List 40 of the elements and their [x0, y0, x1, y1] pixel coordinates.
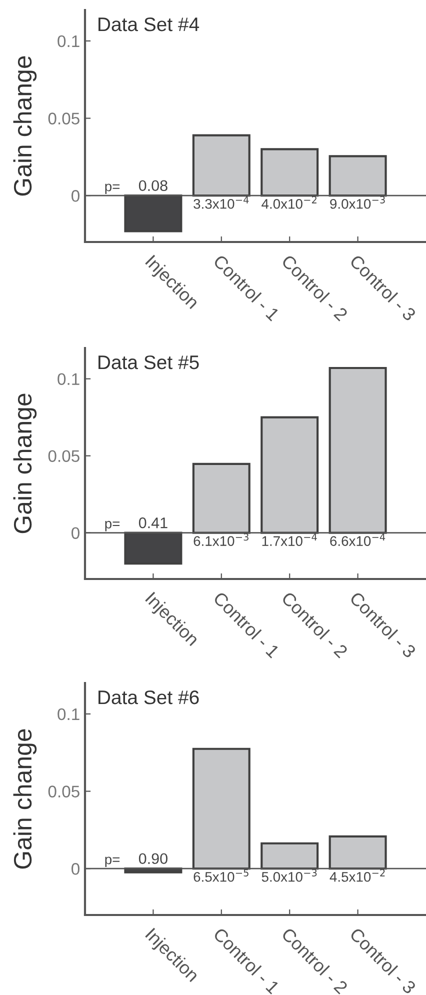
annotation: 0.90: [138, 853, 168, 864]
bar: [192, 748, 250, 870]
bar: [260, 416, 319, 534]
bar: [328, 366, 387, 534]
y-axis-title: Gain change: [13, 394, 37, 534]
y-tick-label: 0.05: [48, 786, 80, 798]
annotation: 5.0x10$^{−3}$: [262, 869, 317, 882]
annotation: 0.08: [138, 180, 168, 192]
y-tick-label: 0: [72, 190, 80, 202]
bar: [260, 842, 319, 870]
y-axis-title: Gain change: [13, 56, 37, 196]
annotation: 6.6x10$^{−4}$: [330, 533, 386, 546]
y-axis-title: Gain change: [13, 729, 37, 869]
annotation: 4.5x10$^{−2}$: [330, 869, 385, 882]
y-tick-label: 0.1: [58, 35, 80, 48]
annotation: p=: [105, 184, 120, 194]
bar: [192, 462, 250, 534]
bar: [328, 835, 387, 870]
annotation: 4.0x10$^{−2}$: [262, 196, 316, 209]
annotation: 6.1x10$^{−3}$: [194, 533, 248, 546]
annotation: 3.3x10$^{−4}$: [194, 196, 249, 209]
bar: [260, 148, 319, 197]
chart-title: Data Set #5: [98, 355, 199, 370]
y-tick-label: 0.05: [48, 112, 80, 124]
chart-title: Data Set #6: [98, 690, 199, 704]
annotation: 1.7x10$^{−4}$: [262, 533, 317, 546]
y-tick-label: 0.05: [48, 450, 80, 462]
y-tick-label: 0: [72, 527, 80, 540]
y-tick-label: 0.1: [58, 708, 80, 720]
y-tick-label: 0.1: [58, 373, 80, 386]
annotation: 9.0x10$^{−3}$: [330, 196, 385, 209]
y-tick-label: 0: [72, 863, 80, 875]
chart-title: Data Set #4: [98, 17, 200, 32]
annotation: p=: [105, 520, 120, 532]
bar: [328, 155, 387, 197]
bar: [192, 134, 250, 197]
annotation: p=: [105, 856, 120, 868]
bar: [124, 194, 182, 232]
bar: [124, 532, 182, 565]
annotation: 0.41: [138, 517, 168, 528]
